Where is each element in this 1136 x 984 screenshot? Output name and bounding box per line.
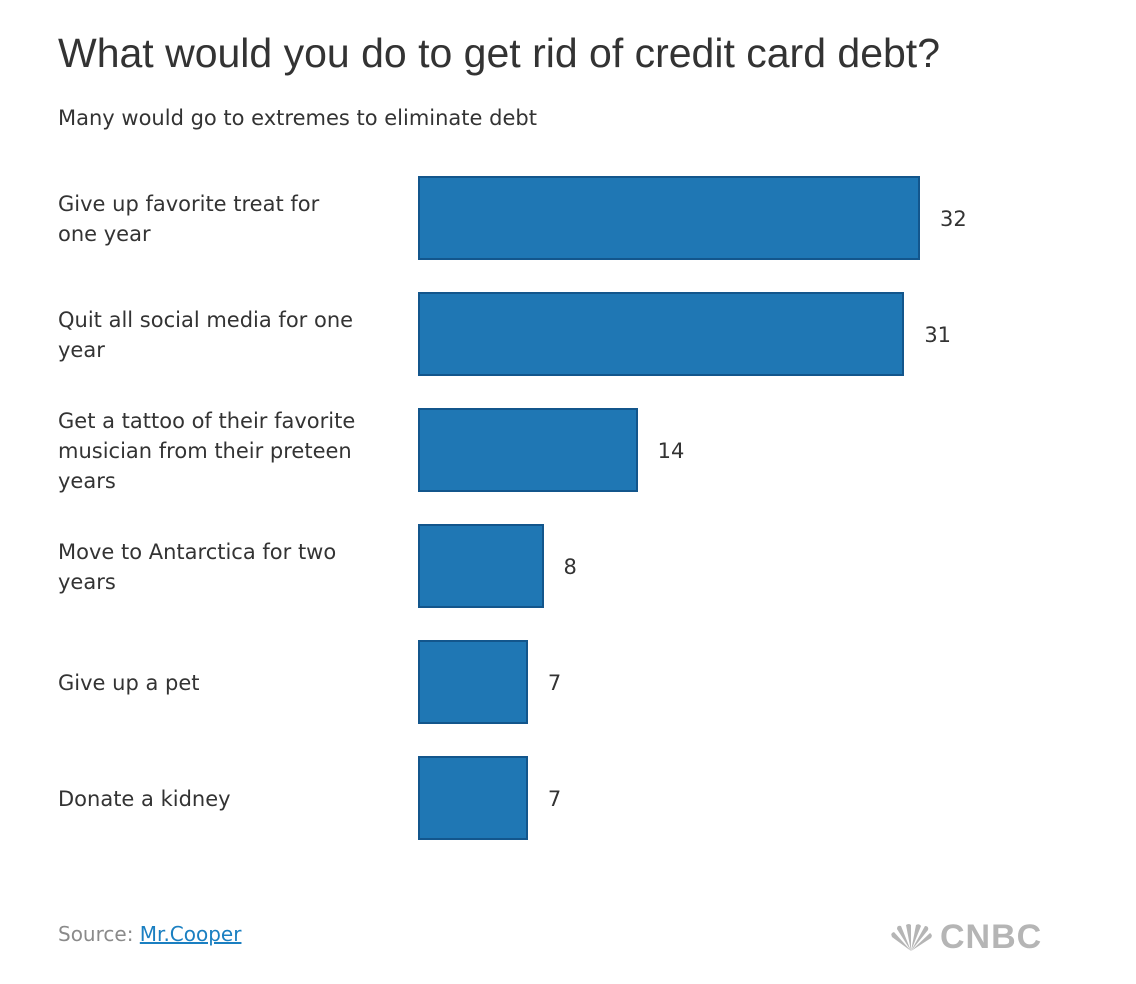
bar-row: Give up a pet 7: [0, 640, 1136, 726]
source-link[interactable]: Mr.Cooper: [139, 922, 242, 946]
source: Source: Mr.Cooper: [58, 922, 241, 946]
logo-icon: [891, 923, 932, 951]
bar-row: Donate a kidney 7: [0, 756, 1136, 842]
value-label: 32: [940, 207, 967, 231]
bar-row: Move to Antarctica for two years 8: [0, 524, 1136, 610]
value-label: 7: [547, 671, 562, 695]
category-label: Quit all social media for one year: [58, 308, 354, 362]
category-label: Get a tattoo of their favorite musician …: [58, 409, 356, 493]
value-label: 31: [924, 323, 952, 347]
category-label: Give up favorite treat for one year: [58, 192, 320, 246]
bar: [418, 292, 905, 376]
bar-row: Give up favorite treat for one year 32: [0, 176, 1136, 262]
value-label: 8: [563, 555, 577, 579]
logo-text: CNBC: [940, 918, 1043, 956]
category-label: Give up a pet: [58, 671, 200, 695]
bar: [418, 524, 544, 608]
bar: [418, 640, 528, 724]
logo: CNBC: [888, 918, 1042, 957]
value-label: 14: [657, 439, 685, 463]
bar-row: Get a tattoo of their favorite musician …: [0, 408, 1136, 494]
value-label: 7: [547, 787, 562, 811]
category-label: Move to Antarctica for two years: [58, 540, 337, 594]
chart-subtitle: Many would go to extremes to eliminate d…: [58, 106, 537, 130]
chart-title: What would you do to get rid of credit c…: [58, 30, 941, 76]
bar: [418, 756, 528, 840]
bar-row: Quit all social media for one year 31: [0, 292, 1136, 378]
bar: [418, 176, 920, 260]
source-label: Source:: [58, 922, 134, 946]
bar: [418, 408, 638, 492]
category-label: Donate a kidney: [58, 787, 231, 811]
